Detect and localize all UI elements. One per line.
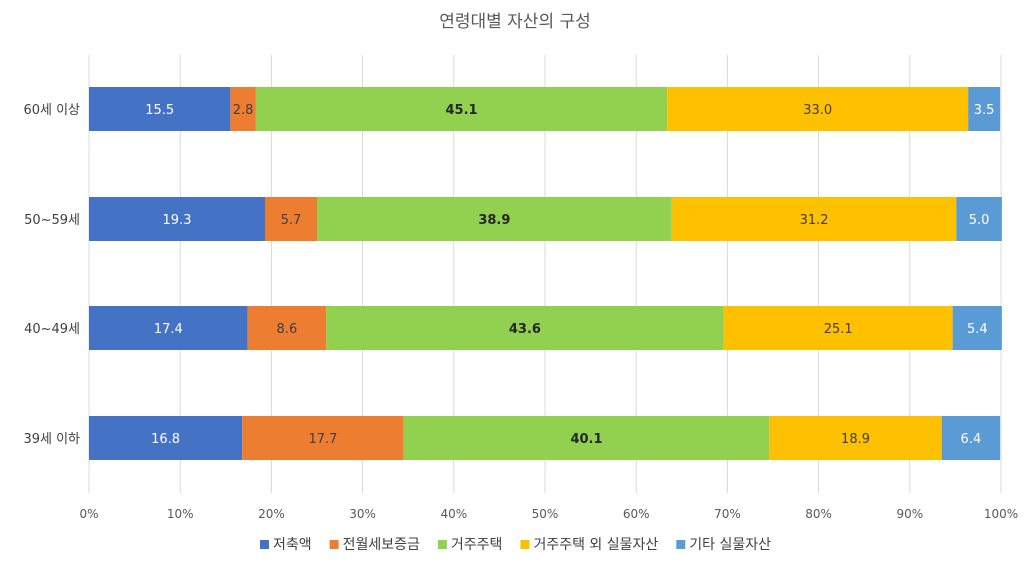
- bar-segment: [941, 416, 1001, 460]
- x-tick-label: 10%: [167, 507, 194, 521]
- data-label: 8.6: [277, 322, 298, 337]
- category-label: 39세 이하: [23, 432, 80, 447]
- category-label: 50~59세: [24, 213, 80, 228]
- data-label: 2.8: [233, 103, 254, 118]
- bar-segment: [265, 197, 317, 241]
- bar-segment: [89, 87, 231, 131]
- data-label: 18.9: [841, 432, 870, 447]
- x-axis-ticks: 0% 10% 20% 30% 40% 50% 60% 70% 80% 90% 100%: [79, 507, 1018, 521]
- bar-segment: [89, 416, 243, 460]
- legend-item: 거주주택 외 실물자산: [520, 537, 658, 553]
- data-label: 17.7: [308, 432, 337, 447]
- bar-segment: [242, 416, 404, 460]
- bar-segment: [403, 416, 770, 460]
- bar-segment: [247, 306, 327, 350]
- legend-swatch: [437, 540, 447, 549]
- x-tick-label: 40%: [440, 507, 467, 521]
- data-label: 25.1: [824, 322, 853, 337]
- legend-item: 기타 실물자산: [676, 537, 771, 553]
- chart-title: 연령대별 자산의 구성: [439, 12, 591, 32]
- x-tick-label: 20%: [258, 507, 285, 521]
- bars: 15.5 2.8 45.1 33.0 3.5 19.3 5.7 38.9 31.2 5.0 17.4…: [89, 87, 1002, 460]
- data-label: 16.8: [151, 432, 180, 447]
- bar-segment: [89, 197, 266, 241]
- x-tick-label: 60%: [623, 507, 650, 521]
- data-label: 43.6: [509, 322, 541, 337]
- legend-label: 저축액: [273, 537, 312, 553]
- bar-segment: [769, 416, 942, 460]
- bar-segment: [667, 87, 969, 131]
- data-label: 19.3: [163, 213, 192, 228]
- legend-swatch: [259, 540, 269, 549]
- x-tick-label: 0%: [79, 507, 98, 521]
- legend: 저축액 전월세보증금 거주주택 거주주택 외 실물자산 기타 실물자산: [259, 537, 771, 553]
- bar-segment: [956, 197, 1002, 241]
- legend-label: 전월세보증금: [343, 537, 420, 553]
- data-label: 5.7: [281, 213, 302, 228]
- data-label: 40.1: [570, 432, 602, 447]
- bar-segment: [723, 306, 953, 350]
- bar-segment: [671, 197, 957, 241]
- legend-item: 전월세보증금: [329, 537, 420, 553]
- data-label: 6.4: [961, 432, 982, 447]
- bar-segment: [952, 306, 1002, 350]
- category-label: 40~49세: [24, 322, 80, 337]
- y-axis-labels: 60세 이상 50~59세 40~49세 39세 이하: [23, 103, 80, 447]
- legend-label: 기타 실물자산: [689, 537, 771, 553]
- bar-segment: [317, 197, 672, 241]
- legend-label: 거주주택 외 실물자산: [533, 537, 658, 553]
- legend-swatch: [329, 540, 339, 549]
- legend-item: 저축액: [259, 537, 312, 553]
- data-label: 33.0: [803, 103, 832, 118]
- bar-segment: [326, 306, 724, 350]
- x-tick-label: 100%: [984, 507, 1018, 521]
- bar-segment: [89, 306, 248, 350]
- legend-swatch: [520, 540, 530, 549]
- x-tick-label: 50%: [532, 507, 559, 521]
- data-label: 17.4: [154, 322, 183, 337]
- legend-item: 거주주택: [437, 537, 503, 553]
- bar-segment: [255, 87, 668, 131]
- legend-label: 거주주택: [451, 537, 503, 553]
- data-label: 15.5: [145, 103, 174, 118]
- data-label: 45.1: [446, 103, 478, 118]
- bar-segment: [230, 87, 256, 131]
- data-label: 31.2: [800, 213, 829, 228]
- bar-segment: [968, 87, 1001, 131]
- data-label: 5.4: [967, 322, 988, 337]
- legend-swatch: [676, 540, 686, 549]
- data-label: 38.9: [478, 213, 510, 228]
- x-tick-label: 80%: [805, 507, 832, 521]
- data-label: 3.5: [974, 103, 995, 118]
- x-tick-label: 90%: [896, 507, 923, 521]
- category-label: 60세 이상: [23, 103, 80, 118]
- x-tick-label: 30%: [349, 507, 376, 521]
- data-label: 5.0: [969, 213, 990, 228]
- x-tick-label: 70%: [714, 507, 741, 521]
